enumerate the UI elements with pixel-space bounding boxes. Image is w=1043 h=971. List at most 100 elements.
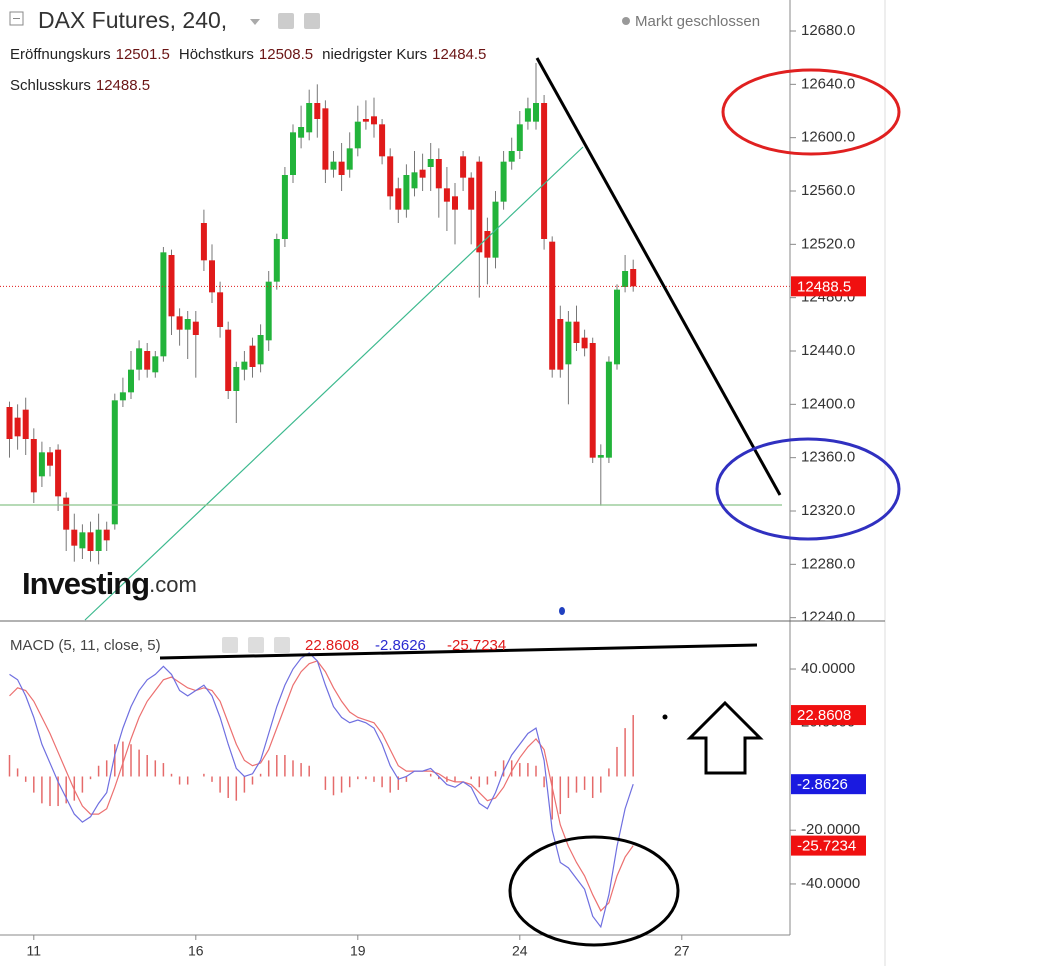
candle-body — [362, 119, 369, 122]
candle-body — [144, 351, 151, 370]
x-tick-label: 16 — [188, 943, 204, 959]
candle-body — [184, 319, 191, 330]
candle-body — [103, 529, 110, 541]
candle-body — [30, 439, 37, 493]
candle-body — [322, 108, 329, 170]
candle-body — [95, 529, 102, 551]
candle-body — [330, 161, 337, 170]
candle-body — [614, 289, 620, 365]
candle-body — [346, 148, 353, 170]
candle-body — [452, 196, 458, 210]
price-tag-label: 22.8608 — [797, 707, 851, 724]
candle-body — [6, 407, 13, 439]
settings-icon[interactable] — [304, 13, 320, 29]
candle-body — [338, 161, 345, 175]
y-tick-label: 40.0000 — [801, 660, 855, 677]
candle-body — [427, 159, 434, 167]
candle-body — [217, 292, 224, 327]
histogram-value: 22.8608 — [305, 637, 359, 654]
candle-body — [225, 329, 232, 391]
candle-body — [22, 409, 29, 439]
candle-body — [443, 188, 450, 202]
y-tick-label: 12240.0 — [801, 609, 855, 626]
candle-body — [484, 231, 491, 258]
settings-icon[interactable] — [248, 637, 264, 653]
ohlc-label: Höchstkurs — [179, 46, 254, 63]
close-icon[interactable] — [274, 637, 290, 653]
candle-body — [557, 319, 564, 370]
ohlc-line: Schlusskurs 12488.5 — [10, 77, 150, 94]
dot — [662, 714, 668, 720]
candle-body — [249, 345, 256, 367]
candle-body — [200, 223, 207, 261]
candle-body — [371, 116, 377, 125]
candle-body — [476, 161, 483, 253]
candle-body — [176, 316, 183, 330]
ohlc-value: 12508.5 — [259, 46, 313, 63]
candle-body — [192, 321, 199, 335]
price-tag-label: 12488.5 — [797, 278, 851, 295]
candle-body — [79, 532, 86, 549]
candle-body — [541, 103, 548, 239]
up-arrow — [686, 700, 764, 775]
y-tick-label: 12520.0 — [801, 235, 855, 252]
candle-body — [209, 260, 215, 293]
candle-body — [387, 156, 394, 197]
candle-body — [589, 343, 596, 458]
candle-body — [516, 124, 523, 151]
y-tick-label: 12680.0 — [801, 22, 855, 39]
black-circle — [508, 835, 680, 947]
ohlc-label: Schlusskurs — [10, 77, 91, 94]
candle-body — [128, 369, 134, 393]
candle-body — [395, 188, 402, 210]
blue-circle — [715, 437, 901, 541]
logo-main: Investing — [22, 566, 149, 601]
candle-body — [605, 361, 612, 458]
candle-body — [419, 169, 426, 178]
logo-suffix: .com — [149, 572, 197, 597]
event-marker — [559, 607, 565, 615]
candle-body — [314, 103, 321, 119]
macd-value: -2.8626 — [375, 637, 426, 654]
x-tick-label: 27 — [674, 943, 690, 959]
candle-body — [306, 103, 313, 133]
visibility-icon[interactable] — [278, 13, 294, 29]
candle-body — [581, 337, 588, 349]
y-tick-label: 12600.0 — [801, 129, 855, 146]
indicator-title: MACD (5, 11, close, 5) — [10, 637, 161, 654]
candle-body — [47, 452, 53, 466]
candle-body — [160, 252, 167, 357]
candle-body — [379, 124, 386, 157]
trend-line — [84, 146, 584, 621]
mark-layer: 12488.5 22.8608 -2.8626 -25.7234 — [0, 63, 866, 929]
visibility-icon[interactable] — [222, 637, 238, 653]
candle-body — [136, 348, 143, 370]
price-tag-label: -2.8626 — [797, 776, 848, 793]
candle-body — [565, 321, 572, 365]
candle-body — [233, 367, 240, 391]
price-tag-label: -25.7234 — [797, 838, 856, 855]
candle-body — [265, 281, 272, 341]
candle-body — [468, 177, 475, 210]
status-dot — [622, 17, 630, 25]
candle-body — [435, 159, 442, 189]
candle-body — [55, 449, 62, 497]
x-tick-label: 24 — [512, 943, 528, 959]
chart-title: DAX Futures, 240, — [38, 7, 227, 33]
ohlc-label: Eröffnungskurs — [10, 46, 111, 63]
y-tick-label: 12440.0 — [801, 342, 855, 359]
y-tick-label: 12400.0 — [801, 395, 855, 412]
y-tick-label: 12320.0 — [801, 502, 855, 519]
candle-body — [281, 175, 288, 239]
red-circle — [721, 68, 901, 156]
candle-body — [500, 161, 507, 202]
ohlc-value: 12488.5 — [96, 77, 150, 94]
candle-body — [290, 132, 296, 175]
ohlc-value: 12484.5 — [432, 46, 486, 63]
candle-body — [38, 452, 45, 477]
candle-body — [119, 392, 126, 401]
collapse-icon[interactable] — [9, 11, 24, 26]
dropdown-icon[interactable] — [250, 19, 260, 25]
